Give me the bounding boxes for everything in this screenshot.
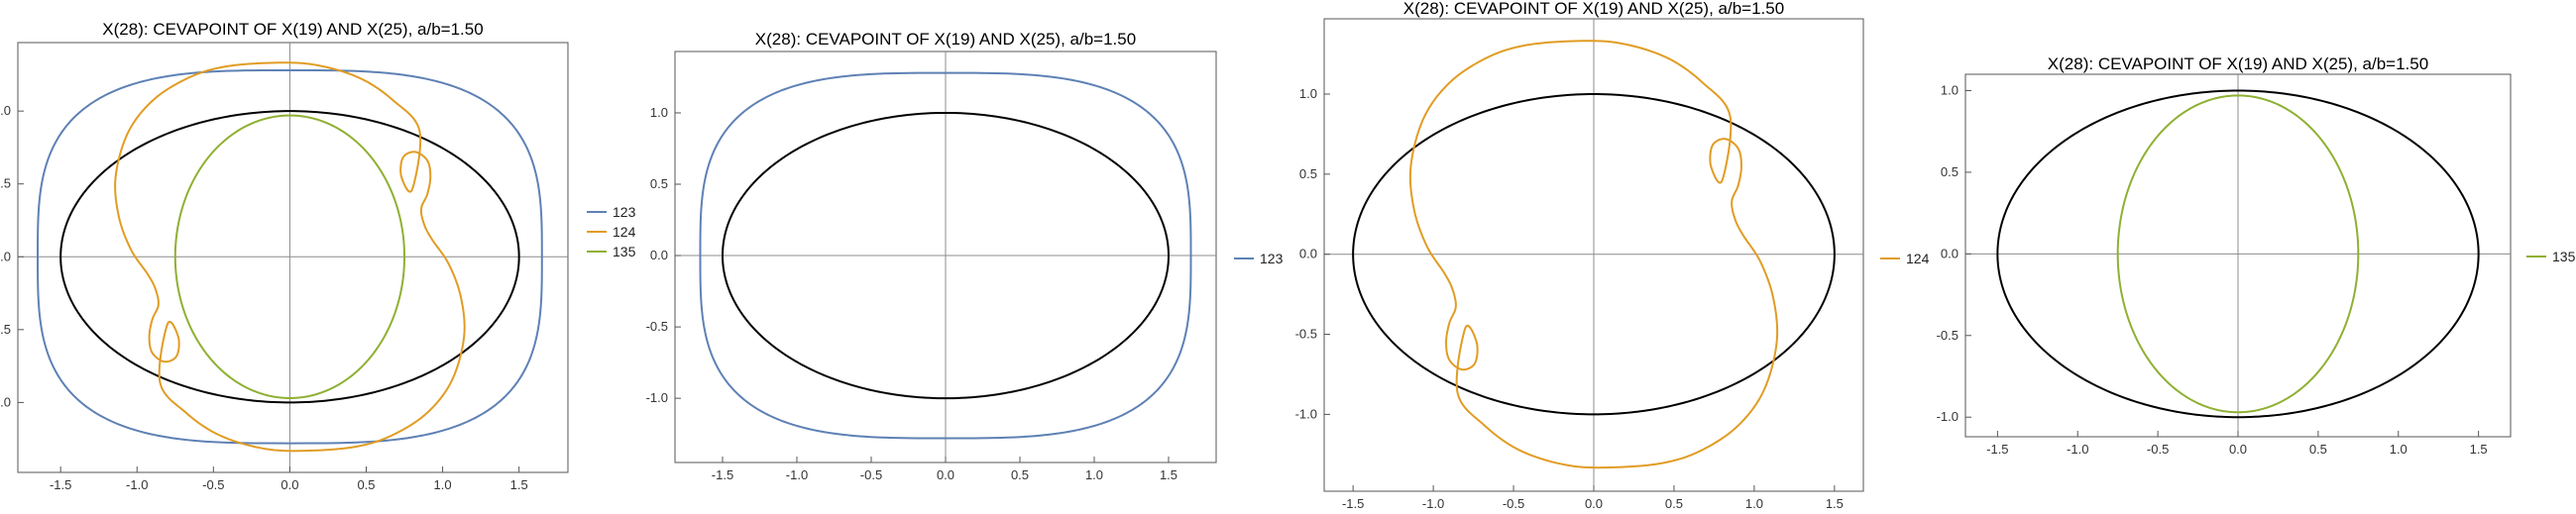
x-tick-label: -0.5 — [202, 477, 224, 492]
reference-ellipse — [721, 111, 1170, 400]
reference-ellipse — [1996, 89, 2480, 419]
chart-panel-4: X(28): CEVAPOINT OF X(19) AND X(25), a/b… — [1937, 54, 2576, 457]
x-tick-label: 0.5 — [357, 477, 375, 492]
y-tick-label: -0.5 — [0, 322, 11, 337]
chart-panel-1: X(28): CEVAPOINT OF X(19) AND X(25), a/b… — [0, 20, 636, 492]
y-tick-label: -1.0 — [0, 394, 11, 409]
legend-label-124: 124 — [1906, 251, 1930, 266]
x-tick-label: 1.5 — [2470, 442, 2488, 457]
y-tick-label: 1.0 — [1941, 82, 1959, 97]
x-tick-label: -1.0 — [2067, 442, 2088, 457]
chart-title: X(28): CEVAPOINT OF X(19) AND X(25), a/b… — [1403, 0, 1784, 18]
x-tick-label: 0.5 — [1665, 496, 1683, 511]
plot-frame — [17, 42, 569, 473]
x-tick-label: -1.0 — [126, 477, 148, 492]
y-tick-label: 0.0 — [1299, 247, 1317, 261]
x-tick-label: 0.5 — [2309, 442, 2327, 457]
x-tick-label: -0.5 — [860, 467, 882, 482]
chart-panel-2: X(28): CEVAPOINT OF X(19) AND X(25), a/b… — [646, 30, 1284, 482]
series-line-124 — [114, 61, 466, 453]
y-tick-label: 0.5 — [0, 176, 11, 191]
x-tick-label: -0.5 — [1503, 496, 1524, 511]
y-tick-label: 0.5 — [1941, 164, 1959, 179]
series-line-135 — [173, 114, 406, 399]
y-tick-label: 0.5 — [650, 176, 668, 191]
y-tick-label: 0.0 — [0, 249, 11, 263]
x-tick-label: -1.5 — [1986, 442, 2008, 457]
x-tick-label: 1.5 — [1826, 496, 1844, 511]
y-tick-label: -0.5 — [1937, 328, 1959, 343]
x-tick-label: -1.0 — [1422, 496, 1444, 511]
x-tick-label: 0.0 — [280, 477, 298, 492]
x-tick-label: -1.5 — [1342, 496, 1364, 511]
y-tick-label: 0.5 — [1299, 166, 1317, 181]
y-tick-label: 1.0 — [1299, 86, 1317, 101]
x-tick-label: -1.5 — [50, 477, 71, 492]
x-tick-label: 1.5 — [510, 477, 528, 492]
x-tick-label: 1.0 — [2390, 442, 2408, 457]
y-tick-label: 1.0 — [650, 105, 668, 120]
reference-ellipse — [59, 110, 520, 404]
y-tick-label: -1.0 — [646, 390, 668, 405]
chart-panel-3: X(28): CEVAPOINT OF X(19) AND X(25), a/b… — [1295, 0, 1930, 511]
legend-label-123: 123 — [613, 204, 636, 220]
y-tick-label: -1.0 — [1295, 406, 1317, 421]
x-tick-label: -1.0 — [786, 467, 808, 482]
y-tick-label: -1.0 — [1937, 409, 1959, 424]
x-tick-label: -1.5 — [712, 467, 733, 482]
y-tick-label: -0.5 — [1295, 327, 1317, 342]
series-line-123 — [699, 71, 1192, 440]
x-tick-label: 0.0 — [1585, 496, 1603, 511]
legend-label-124: 124 — [613, 224, 636, 240]
series-line-124 — [1408, 40, 1779, 469]
series-line-135 — [2116, 94, 2360, 414]
chart-title: X(28): CEVAPOINT OF X(19) AND X(25), a/b… — [102, 20, 483, 39]
chart-title: X(28): CEVAPOINT OF X(19) AND X(25), a/b… — [755, 30, 1136, 49]
x-tick-label: 1.0 — [1085, 467, 1103, 482]
y-tick-label: -0.5 — [646, 319, 668, 334]
y-tick-label: 0.0 — [1941, 246, 1959, 260]
x-tick-label: 0.5 — [1011, 467, 1029, 482]
legend-label-135: 135 — [2552, 249, 2576, 264]
legend-label-123: 123 — [1260, 251, 1284, 266]
x-tick-label: -0.5 — [2147, 442, 2169, 457]
x-tick-label: 1.5 — [1160, 467, 1177, 482]
x-tick-label: 1.0 — [1745, 496, 1763, 511]
chart-title: X(28): CEVAPOINT OF X(19) AND X(25), a/b… — [2048, 54, 2428, 73]
y-tick-label: 0.0 — [650, 248, 668, 262]
reference-ellipse — [1352, 92, 1836, 416]
x-tick-label: 0.0 — [2229, 442, 2247, 457]
y-tick-label: 1.0 — [0, 103, 11, 118]
series-line-123 — [37, 68, 543, 445]
x-tick-label: 1.0 — [434, 477, 452, 492]
x-tick-label: 0.0 — [937, 467, 954, 482]
legend-label-135: 135 — [613, 244, 636, 259]
